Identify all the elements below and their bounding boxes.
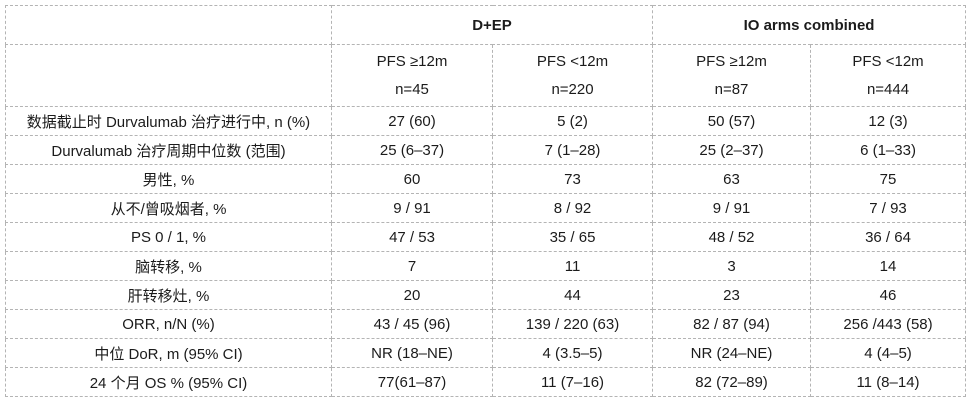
data-cell: 14 xyxy=(810,251,967,281)
sub-header-row: PFS ≥12m n=45 PFS <12m n=220 PFS ≥12m n=… xyxy=(5,44,967,107)
data-cell: 60 xyxy=(331,164,493,194)
row-label: 从不/曾吸烟者, % xyxy=(5,193,332,223)
table-row: 数据截止时 Durvalumab 治疗进行中, n (%) 27 (60) 5 (2… xyxy=(5,106,967,136)
data-cell: 5 (2) xyxy=(491,106,654,136)
data-cell: 23 xyxy=(652,280,812,310)
subcol-pfs-label: PFS ≥12m xyxy=(696,52,767,70)
subcol-pfs-label: PFS <12m xyxy=(536,52,609,70)
row-label: 中位 DoR, m (95% CI) xyxy=(5,338,332,368)
table-row: PS 0 / 1, % 47 / 53 35 / 65 48 / 52 36 / 64 xyxy=(5,222,967,252)
data-cell: 9 / 91 xyxy=(652,193,812,223)
data-cell: 7 / 93 xyxy=(810,193,967,223)
row-label: 男性, % xyxy=(5,164,332,194)
table-row: 脑转移, % 7 11 3 14 xyxy=(5,251,967,281)
data-cell: 7 (1–28) xyxy=(491,135,654,165)
data-cell: NR (24–NE) xyxy=(652,338,812,368)
table-row: 24 个月 OS % (95% CI) 77(61–87) 11 (7–16) 82 … xyxy=(5,367,967,397)
data-cell: 6 (1–33) xyxy=(810,135,967,165)
corner-empty-cell-sub xyxy=(5,44,332,107)
data-cell: 50 (57) xyxy=(652,106,812,136)
subcol-io-pfs-lt12: PFS <12m n=444 xyxy=(810,44,967,107)
subcol-pfs-label: PFS ≥12m xyxy=(376,52,448,70)
row-label: 24 个月 OS % (95% CI) xyxy=(5,367,332,397)
data-cell: 11 (7–16) xyxy=(491,367,654,397)
column-group-dep: D+EP xyxy=(330,5,654,45)
data-cell: 35 / 65 xyxy=(491,222,654,252)
data-cell: 4 (3.5–5) xyxy=(491,338,654,368)
subcol-dep-pfs-lt12: PFS <12m n=220 xyxy=(491,44,654,107)
subcol-io-pfs-ge12: PFS ≥12m n=87 xyxy=(652,44,812,107)
table-row: 中位 DoR, m (95% CI) NR (18–NE) 4 (3.5–5) NR … xyxy=(5,338,967,368)
subcol-n-label: n=87 xyxy=(714,80,749,98)
data-cell: 77(61–87) xyxy=(331,367,493,397)
data-cell: 82 (72–89) xyxy=(652,367,812,397)
table-row: 肝转移灶, % 20 44 23 46 xyxy=(5,280,967,310)
data-cell: 11 (8–14) xyxy=(810,367,967,397)
data-cell: 12 (3) xyxy=(810,106,967,136)
clinical-outcomes-table: D+EP IO arms combined PFS ≥12m n=45 PFS … xyxy=(5,5,967,397)
data-cell: 73 xyxy=(491,164,654,194)
table-row: 从不/曾吸烟者, % 9 / 91 8 / 92 9 / 91 7 / 93 xyxy=(5,193,967,223)
data-cell: 139 / 220 (63) xyxy=(491,309,654,339)
data-cell: 8 / 92 xyxy=(491,193,654,223)
data-cell: 75 xyxy=(810,164,967,194)
data-cell: 11 xyxy=(491,251,654,281)
column-group-io: IO arms combined xyxy=(652,5,967,45)
table-row: 男性, % 60 73 63 75 xyxy=(5,164,967,194)
group-header-row: D+EP IO arms combined xyxy=(5,5,967,45)
row-label: 数据截止时 Durvalumab 治疗进行中, n (%) xyxy=(5,106,332,136)
data-cell: 3 xyxy=(652,251,812,281)
data-cell: 82 / 87 (94) xyxy=(652,309,812,339)
data-cell: 7 xyxy=(331,251,493,281)
data-cell: 47 / 53 xyxy=(331,222,493,252)
data-cell: 44 xyxy=(491,280,654,310)
data-cell: 48 / 52 xyxy=(652,222,812,252)
data-cell: 43 / 45 (96) xyxy=(331,309,493,339)
data-cell: 25 (2–37) xyxy=(652,135,812,165)
subcol-n-label: n=45 xyxy=(395,80,429,98)
data-cell: 63 xyxy=(652,164,812,194)
table-row: ORR, n/N (%) 43 / 45 (96) 139 / 220 (63) 82… xyxy=(5,309,967,339)
row-label: 肝转移灶, % xyxy=(5,280,332,310)
table-body: 数据截止时 Durvalumab 治疗进行中, n (%) 27 (60) 5 (2… xyxy=(5,106,967,397)
data-cell: 25 (6–37) xyxy=(331,135,493,165)
data-cell: 9 / 91 xyxy=(331,193,493,223)
subcol-pfs-label: PFS <12m xyxy=(852,52,924,70)
row-label: 脑转移, % xyxy=(5,251,332,281)
row-label: ORR, n/N (%) xyxy=(5,309,332,339)
corner-empty-cell-top xyxy=(5,5,332,45)
data-cell: 46 xyxy=(810,280,967,310)
table-row: Durvalumab 治疗周期中位数 (范围) 25 (6–37) 7 (1–28)… xyxy=(5,135,967,165)
subcol-dep-pfs-ge12: PFS ≥12m n=45 xyxy=(331,44,493,107)
subcol-n-label: n=220 xyxy=(551,80,594,98)
row-label: PS 0 / 1, % xyxy=(5,222,332,252)
data-cell: 4 (4–5) xyxy=(810,338,967,368)
data-cell: 36 / 64 xyxy=(810,222,967,252)
data-cell: 27 (60) xyxy=(331,106,493,136)
data-cell: 20 xyxy=(331,280,493,310)
data-cell: 256 /443 (58) xyxy=(810,309,967,339)
subcol-n-label: n=444 xyxy=(866,80,910,98)
row-label: Durvalumab 治疗周期中位数 (范围) xyxy=(5,135,332,165)
data-cell: NR (18–NE) xyxy=(331,338,493,368)
